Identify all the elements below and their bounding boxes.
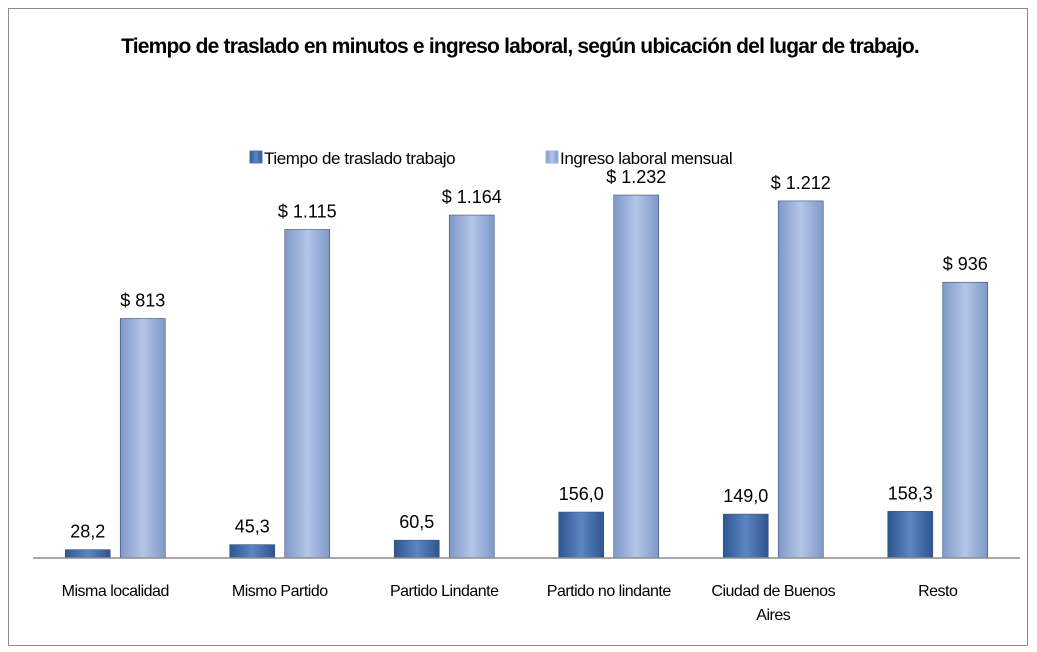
data-label: 60,5 xyxy=(399,512,434,532)
data-label: $ 936 xyxy=(943,254,988,274)
legend-label: Tiempo de traslado trabajo xyxy=(264,149,455,168)
bar xyxy=(558,511,605,559)
chart-frame xyxy=(8,8,1028,646)
bar xyxy=(448,214,495,559)
data-label: $ 1.232 xyxy=(606,167,666,187)
data-label: 45,3 xyxy=(235,517,270,537)
x-tick-label: Mismo Partido xyxy=(231,583,328,600)
data-label: $ 813 xyxy=(120,290,165,310)
data-label: $ 1.115 xyxy=(278,202,337,222)
x-tick-label: Resto xyxy=(918,583,958,600)
bar xyxy=(393,539,440,559)
bar xyxy=(942,281,989,559)
x-tick-label: Ciudad de Buenos Aires xyxy=(711,583,836,624)
bar xyxy=(777,200,824,559)
legend-swatch xyxy=(545,150,559,164)
bar xyxy=(887,511,934,559)
data-label: 149,0 xyxy=(723,486,768,506)
chart-title: Tiempo de traslado en minutos e ingreso … xyxy=(121,35,920,58)
x-tick-label: Partido no lindante xyxy=(546,583,671,600)
bar xyxy=(722,513,769,559)
x-tick-label: Partido Lindante xyxy=(389,583,499,600)
data-label: 28,2 xyxy=(70,522,105,542)
bar xyxy=(229,544,276,559)
bar xyxy=(284,229,331,559)
bar xyxy=(613,194,660,559)
bar xyxy=(119,318,166,559)
x-tick-label: Misma localidad xyxy=(61,583,170,600)
data-label: $ 1.164 xyxy=(442,187,502,207)
legend-label: Ingreso laboral mensual xyxy=(560,149,732,168)
legend-swatch xyxy=(249,150,263,164)
data-label: $ 1.212 xyxy=(771,173,831,193)
bar xyxy=(64,549,111,559)
data-label: 158,3 xyxy=(888,483,933,503)
data-label: 156,0 xyxy=(559,484,604,504)
